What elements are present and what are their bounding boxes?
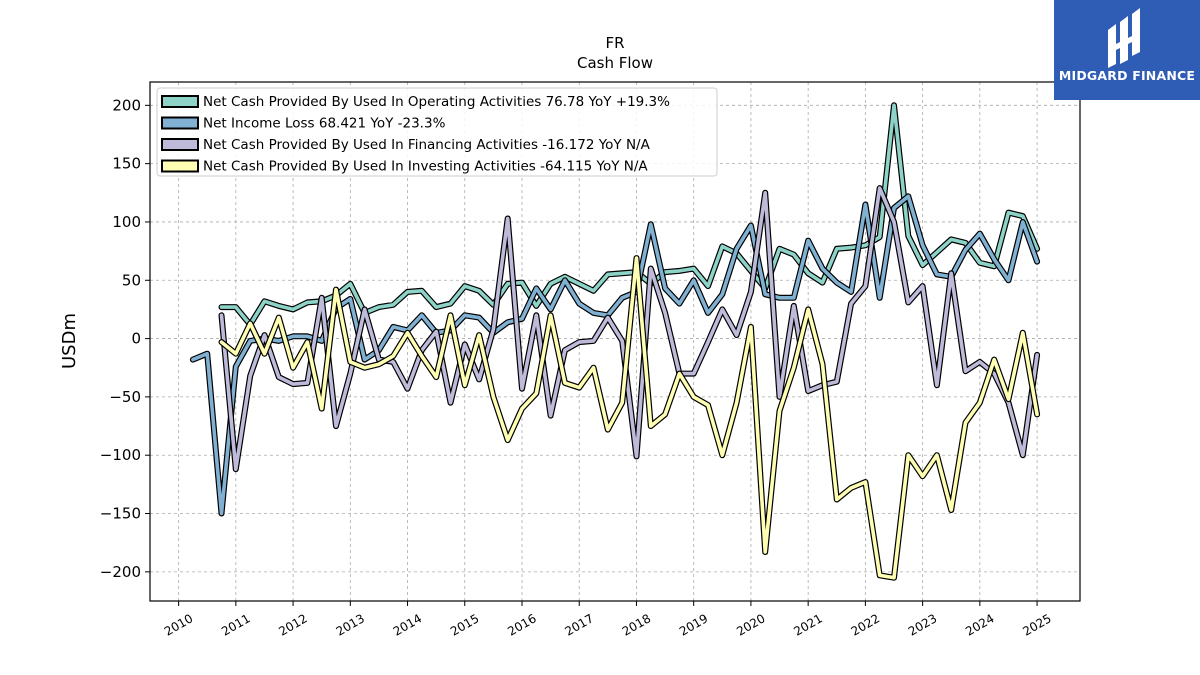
series-0 bbox=[218, 102, 1041, 328]
legend-box bbox=[156, 87, 718, 177]
x-tick-label: 2017 bbox=[563, 611, 596, 638]
x-tick-label: 2024 bbox=[963, 611, 996, 638]
y-tick-label: −50 bbox=[109, 388, 141, 406]
legend-label: Net Income Loss 68.421 YoY -23.3% bbox=[203, 116, 446, 132]
x-tick-label: 2023 bbox=[906, 611, 939, 638]
brand-name: MIDGARD FINANCE bbox=[1058, 68, 1196, 83]
series-2 bbox=[218, 185, 1041, 473]
x-tick-label: 2022 bbox=[849, 611, 882, 638]
x-tick-label: 2015 bbox=[448, 611, 481, 638]
legend-label: Net Cash Provided By Used In Investing A… bbox=[203, 159, 648, 175]
x-axis-ticks: 2010 2011 2012 2013 2014 2015 2016 2017 2018 2019… bbox=[162, 601, 1054, 639]
legend-label: Net Cash Provided By Used In Operating A… bbox=[203, 94, 670, 110]
y-tick-label: −200 bbox=[100, 563, 141, 581]
x-tick-label: 2013 bbox=[334, 611, 367, 638]
series-line bbox=[219, 186, 1039, 472]
y-tick-label: −150 bbox=[100, 505, 141, 523]
chart-title: FR bbox=[605, 34, 624, 52]
x-tick-label: 2025 bbox=[1020, 611, 1053, 638]
x-tick-label: 2011 bbox=[219, 611, 252, 638]
y-tick-label: 150 bbox=[112, 155, 141, 173]
midgard-logo-icon bbox=[1108, 8, 1140, 68]
legend-entry: Net Cash Provided By Used In Investing A… bbox=[161, 159, 648, 175]
y-axis-ticks: −200 −150 −100 −50 0 50 100 150 200 bbox=[100, 96, 150, 581]
y-tick-label: 200 bbox=[112, 96, 141, 114]
y-axis-label: USDm bbox=[59, 313, 80, 369]
series-lines bbox=[189, 102, 1041, 581]
x-tick-label: 2016 bbox=[505, 611, 538, 638]
legend-entry: Net Cash Provided By Used In Operating A… bbox=[161, 94, 670, 110]
y-tick-label: 0 bbox=[131, 330, 141, 348]
chart-subtitle: Cash Flow bbox=[577, 54, 653, 72]
x-tick-label: 2019 bbox=[677, 611, 710, 638]
x-tick-label: 2021 bbox=[791, 611, 824, 638]
legend-swatch bbox=[161, 116, 199, 130]
y-tick-label: −100 bbox=[100, 446, 141, 464]
legend-label: Net Cash Provided By Used In Financing A… bbox=[203, 137, 651, 153]
legend: Net Cash Provided By Used In Operating A… bbox=[156, 87, 718, 177]
x-tick-label: 2020 bbox=[734, 611, 767, 638]
x-tick-label: 2010 bbox=[162, 611, 195, 638]
legend-entry: Net Cash Provided By Used In Financing A… bbox=[161, 137, 651, 153]
y-tick-label: 50 bbox=[122, 271, 141, 289]
y-tick-label: 100 bbox=[112, 213, 141, 231]
brand-logo: MIDGARD FINANCE bbox=[1054, 0, 1200, 100]
legend-swatch bbox=[161, 138, 199, 151]
legend-swatch bbox=[161, 95, 199, 108]
series-line bbox=[219, 256, 1039, 580]
x-tick-label: 2018 bbox=[620, 611, 653, 638]
series-line bbox=[219, 103, 1039, 327]
legend-swatch bbox=[161, 159, 199, 173]
plot-frame bbox=[149, 81, 1081, 602]
series-3 bbox=[218, 255, 1041, 581]
x-tick-label: 2012 bbox=[276, 611, 309, 638]
x-tick-label: 2014 bbox=[391, 611, 424, 638]
legend-entry: Net Income Loss 68.421 YoY -23.3% bbox=[161, 116, 446, 132]
